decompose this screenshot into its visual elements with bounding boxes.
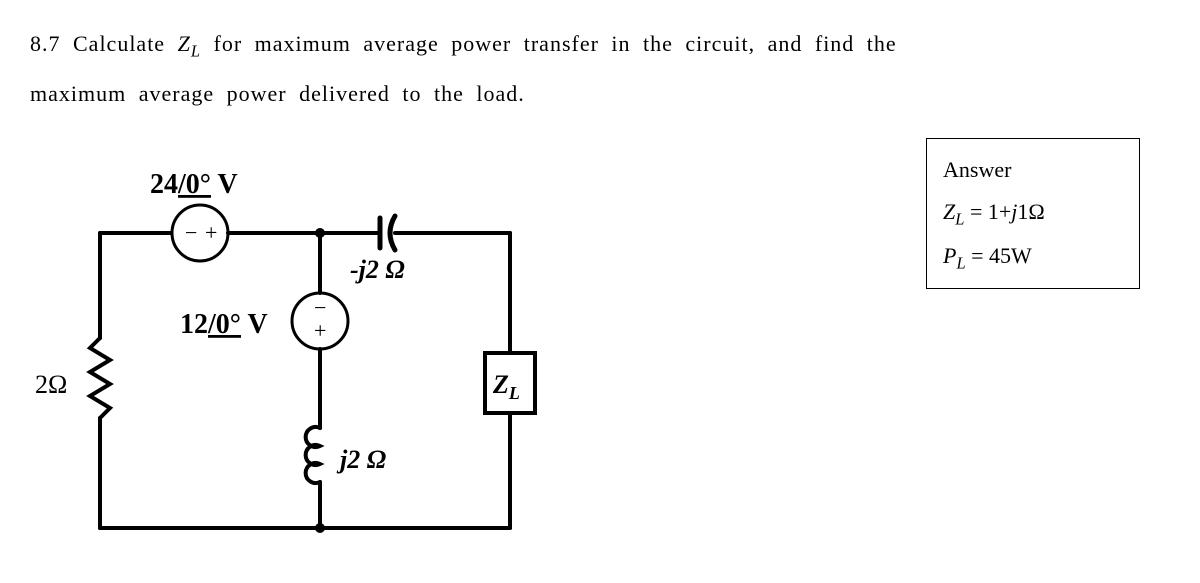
circuit-diagram: − + − + 24/0° V 12/0° V 2Ω -j2 Ω j2 Ω ZL bbox=[30, 138, 590, 563]
svg-text:+: + bbox=[314, 318, 326, 343]
svg-text:−: − bbox=[185, 220, 197, 245]
ans-p-eq: = 45W bbox=[966, 243, 1032, 268]
problem-text-1a: Calculate bbox=[73, 31, 178, 56]
zl-sub: L bbox=[191, 41, 201, 60]
svg-text:−: − bbox=[314, 295, 326, 320]
problem-number: 8.7 bbox=[30, 31, 61, 56]
ind-label: j2 Ω bbox=[336, 445, 386, 474]
ans-p-var: P bbox=[943, 243, 956, 268]
answer-box: Answer ZL = 1+j1Ω PL = 45W bbox=[926, 138, 1140, 289]
problem-statement: 8.7 Calculate ZL for maximum average pow… bbox=[30, 20, 1170, 118]
answer-p: PL = 45W bbox=[943, 235, 1123, 279]
r-left-label: 2Ω bbox=[35, 370, 67, 399]
problem-text-1b: for maximum average power transfer in th… bbox=[214, 31, 897, 56]
ans-p-sub: L bbox=[956, 253, 965, 272]
v2-label: 12/0° V bbox=[180, 309, 268, 340]
circuit-svg: − + − + 24/0° V 12/0° V 2Ω -j2 Ω j2 Ω ZL bbox=[30, 138, 590, 558]
content-row: − + − + 24/0° V 12/0° V 2Ω -j2 Ω j2 Ω ZL… bbox=[30, 138, 1170, 563]
cap-label: -j2 Ω bbox=[350, 255, 405, 284]
ans-z-var: Z bbox=[943, 199, 955, 224]
answer-z: ZL = 1+j1Ω bbox=[943, 191, 1123, 235]
svg-text:+: + bbox=[205, 220, 217, 245]
ans-z-rest: 1Ω bbox=[1017, 199, 1044, 224]
ans-z-eq: = 1+ bbox=[964, 199, 1011, 224]
zl-var: Z bbox=[178, 31, 191, 56]
problem-text-2: maximum average power delivered to the l… bbox=[30, 81, 525, 106]
answer-title: Answer bbox=[943, 149, 1123, 191]
v1-label: 24/0° V bbox=[150, 169, 238, 200]
answer-area: Answer ZL = 1+j1Ω PL = 45W bbox=[926, 138, 1140, 289]
